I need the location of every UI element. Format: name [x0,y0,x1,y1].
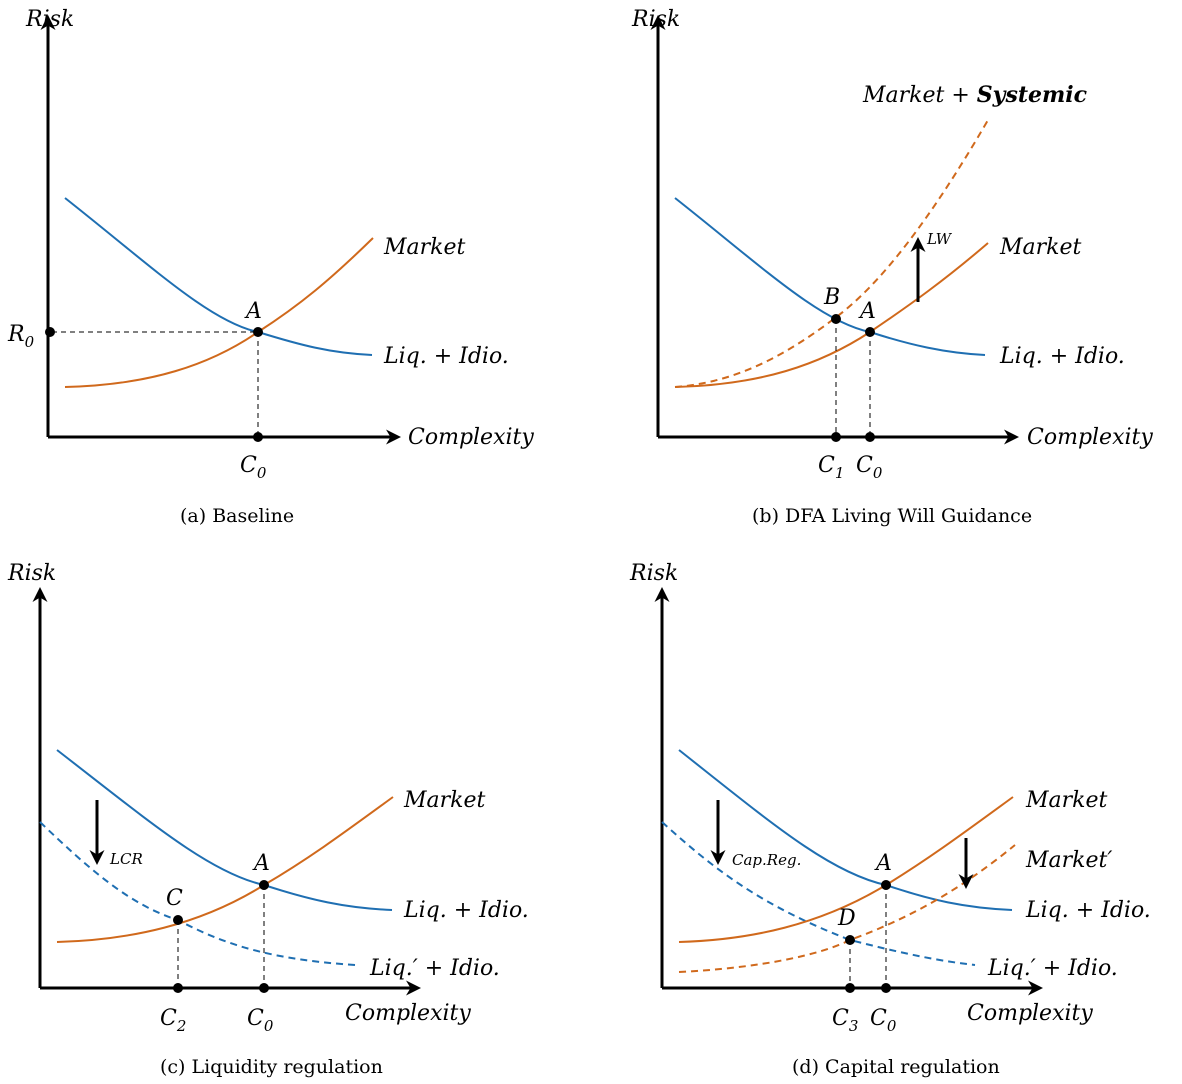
panel-c-x-label: Complexity [345,1001,471,1026]
panel-b-caption: (b) DFA Living Will Guidance [752,505,1032,527]
panel-c-caption: (c) Liquidity regulation [160,1056,383,1078]
panel-b-liq-idio-label: Liq. + Idio. [999,344,1125,369]
panel-a-x-label: Complexity [408,425,534,450]
panel-c-liquidity: Risk Complexity Market Liq. + Idio. Liq.… [7,561,529,1078]
panel-d-liq-prime-curve [661,821,976,966]
panel-a-y-label: Risk [25,7,74,32]
panel-d-point-a-label: A [874,851,892,876]
panel-b-c1-marker [831,432,841,442]
panel-b-point-b-label: B [823,285,840,310]
panel-a-market-curve [64,237,374,388]
panel-d-c3-marker [845,983,855,993]
panel-c-market-label: Market [403,788,486,813]
panel-c-c0-marker [259,983,269,993]
panel-b-living-will: Risk Complexity Market + Systemic Market… [631,7,1153,527]
panel-a-c0-marker [253,432,263,442]
panel-a-r0-label: R0 [7,322,35,351]
panel-c-c2-label: C2 [160,1006,186,1035]
panel-c-point-a [259,880,269,890]
panel-a-baseline: Risk Complexity Market Liq. + Idio. A R0… [7,7,534,527]
panel-b-c1-label: C1 [818,453,844,482]
panel-c-c0-label: C0 [247,1006,274,1035]
panel-d-x-label: Complexity [967,1001,1093,1026]
panel-d-capreg-label: Cap.Reg. [732,851,801,869]
panel-b-market-label: Market [999,235,1082,260]
panel-c-liq-prime-label: Liq.′ + Idio. [369,956,500,981]
panel-d-c0-label: C0 [870,1006,897,1035]
panel-d-point-d-label: D [837,906,856,931]
panel-d-c3-label: C3 [832,1006,858,1035]
panel-b-c0-label: C0 [856,453,883,482]
panel-d-caption: (d) Capital regulation [792,1056,1000,1078]
panel-b-x-label: Complexity [1027,425,1153,450]
panel-d-c0-marker [881,983,891,993]
panel-c-liq-prime-curve [39,821,356,966]
panel-a-caption: (a) Baseline [180,505,294,527]
panel-b-market-systemic-label: Market + Systemic [862,82,1088,108]
panel-d-y-label: Risk [629,561,678,586]
panel-d-market-prime-label: Market′ [1025,848,1112,873]
panel-a-point-a-label: A [244,299,262,324]
panel-d-point-d [845,935,855,945]
panel-d-market-label: Market [1025,788,1108,813]
panel-d-liq-idio-curve [678,749,1013,911]
panel-c-point-c [173,915,183,925]
panel-c-point-a-label: A [252,851,270,876]
panel-a-c0-label: C0 [240,453,267,482]
panel-b-y-label: Risk [631,7,680,32]
panel-a-r0-marker [45,327,55,337]
panel-a-market-label: Market [383,235,466,260]
panel-b-c0-marker [865,432,875,442]
panel-c-liq-idio-curve [56,749,393,911]
panel-c-liq-idio-label: Liq. + Idio. [403,898,529,923]
panel-a-liq-idio-curve [64,197,373,356]
panel-d-capital: Risk Complexity Market Market′ Liq. + Id… [629,561,1151,1078]
panel-b-market-systemic-curve [674,119,989,388]
panel-b-point-b [831,314,841,324]
panel-c-point-c-label: C [166,886,183,911]
panel-d-liq-idio-label: Liq. + Idio. [1025,898,1151,923]
panel-b-point-a [865,327,875,337]
panel-c-lcr-label: LCR [109,850,143,868]
panel-b-liq-idio-curve [674,197,986,356]
panel-c-c2-marker [173,983,183,993]
panel-d-point-a [881,880,891,890]
panel-b-market-curve [674,242,989,388]
panel-a-liq-idio-label: Liq. + Idio. [383,344,509,369]
panel-d-liq-prime-label: Liq.′ + Idio. [987,956,1118,981]
panel-b-lw-label: LW [926,230,953,248]
panel-c-y-label: Risk [7,561,56,586]
panel-b-point-a-label: A [858,299,876,324]
panel-a-point-a [253,327,263,337]
